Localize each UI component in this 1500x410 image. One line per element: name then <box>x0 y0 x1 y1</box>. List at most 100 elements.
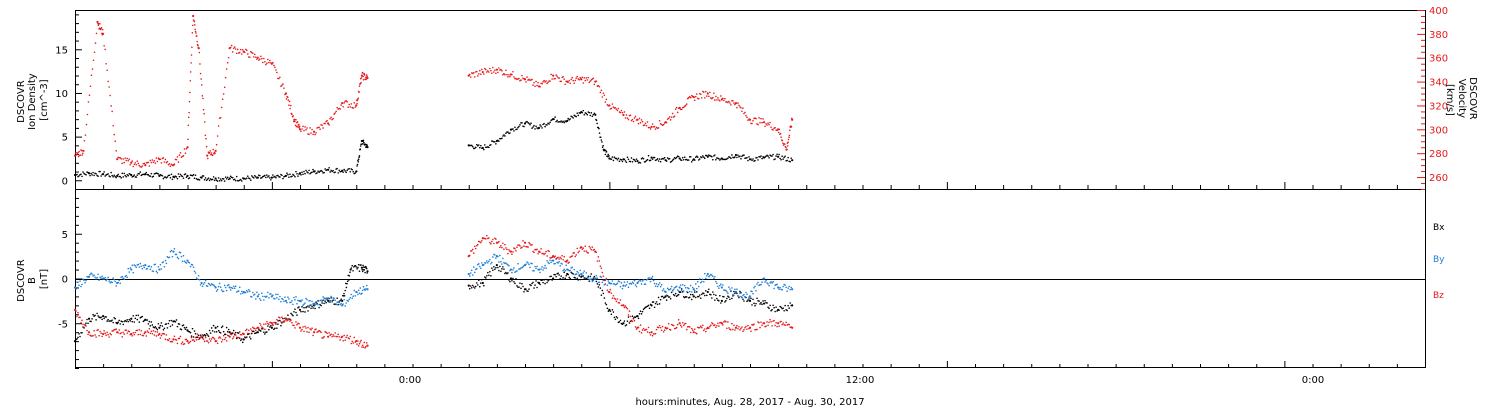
data-point <box>178 323 181 325</box>
data-point <box>702 329 705 332</box>
data-point <box>198 51 201 54</box>
data-point <box>105 334 107 336</box>
data-point <box>189 91 191 94</box>
data-point <box>546 259 548 262</box>
data-point <box>706 294 708 297</box>
data-point <box>790 125 793 128</box>
data-point <box>224 286 227 289</box>
data-point <box>615 157 618 160</box>
data-point <box>213 179 216 182</box>
data-point <box>291 321 293 324</box>
data-point <box>703 157 706 160</box>
data-point <box>514 282 516 285</box>
data-point <box>718 99 720 101</box>
data-point <box>684 286 687 289</box>
data-point <box>604 149 607 152</box>
data-point <box>89 273 91 276</box>
data-point <box>194 332 197 335</box>
data-point <box>478 285 481 288</box>
data-point <box>213 331 216 333</box>
data-point <box>610 313 613 316</box>
data-point <box>261 326 263 328</box>
data-point <box>360 81 362 84</box>
data-point <box>155 327 158 329</box>
data-point <box>102 32 105 35</box>
data-point <box>351 340 354 343</box>
data-point <box>366 145 369 149</box>
data-point <box>789 288 791 291</box>
data-point <box>655 301 658 303</box>
data-point <box>282 317 284 320</box>
data-point <box>274 321 276 324</box>
data-point <box>354 172 357 174</box>
data-point <box>292 115 294 117</box>
data-point <box>310 132 312 134</box>
data-point <box>605 303 608 306</box>
data-point <box>467 284 470 287</box>
data-point <box>314 170 316 172</box>
data-point <box>731 297 733 300</box>
data-point <box>300 130 302 133</box>
data-point <box>356 165 358 167</box>
data-point <box>621 160 624 163</box>
data-point <box>495 238 497 240</box>
data-point <box>744 295 746 298</box>
data-point <box>309 127 311 129</box>
data-point <box>318 303 320 306</box>
data-point <box>117 281 119 284</box>
data-point <box>733 324 735 327</box>
data-point <box>77 281 79 284</box>
data-point <box>642 279 645 281</box>
data-point <box>330 169 332 172</box>
data-point <box>280 321 282 323</box>
data-point <box>117 331 119 334</box>
data-point <box>782 158 784 160</box>
data-point <box>243 336 246 338</box>
data-point <box>204 279 207 282</box>
data-point <box>537 252 539 255</box>
data-point <box>542 269 544 271</box>
data-point <box>786 145 789 147</box>
data-point <box>641 329 644 331</box>
data-point <box>302 173 304 176</box>
data-point <box>525 263 527 265</box>
data-point <box>518 77 520 80</box>
data-point <box>550 275 552 278</box>
data-point <box>712 291 714 293</box>
data-point <box>778 325 780 327</box>
data-point <box>132 315 135 317</box>
right-y-tick-label: 280 <box>1429 149 1448 160</box>
data-point <box>287 173 289 176</box>
data-point <box>136 174 139 176</box>
data-point <box>608 290 611 294</box>
data-point <box>117 321 119 324</box>
data-point <box>301 299 303 301</box>
data-point <box>121 275 124 278</box>
data-point <box>112 277 114 279</box>
data-point <box>315 301 317 303</box>
data-point <box>130 317 133 320</box>
data-point <box>110 171 112 174</box>
data-point <box>501 246 503 249</box>
data-point <box>553 118 555 120</box>
data-point <box>740 327 742 330</box>
data-point <box>298 125 301 127</box>
data-point <box>232 285 235 288</box>
data-point <box>184 328 187 331</box>
data-point <box>220 341 223 343</box>
data-point <box>294 124 297 127</box>
data-point <box>202 338 205 341</box>
data-point <box>265 323 267 325</box>
data-point <box>98 334 100 337</box>
data-point <box>521 282 523 285</box>
data-point <box>255 56 257 58</box>
data-point <box>188 262 191 264</box>
data-point <box>539 271 541 274</box>
data-point <box>214 149 217 152</box>
data-point <box>561 278 563 281</box>
data-point <box>624 117 627 119</box>
data-point <box>604 302 607 304</box>
data-point <box>147 323 150 325</box>
data-point <box>754 285 756 288</box>
data-point <box>757 281 759 284</box>
